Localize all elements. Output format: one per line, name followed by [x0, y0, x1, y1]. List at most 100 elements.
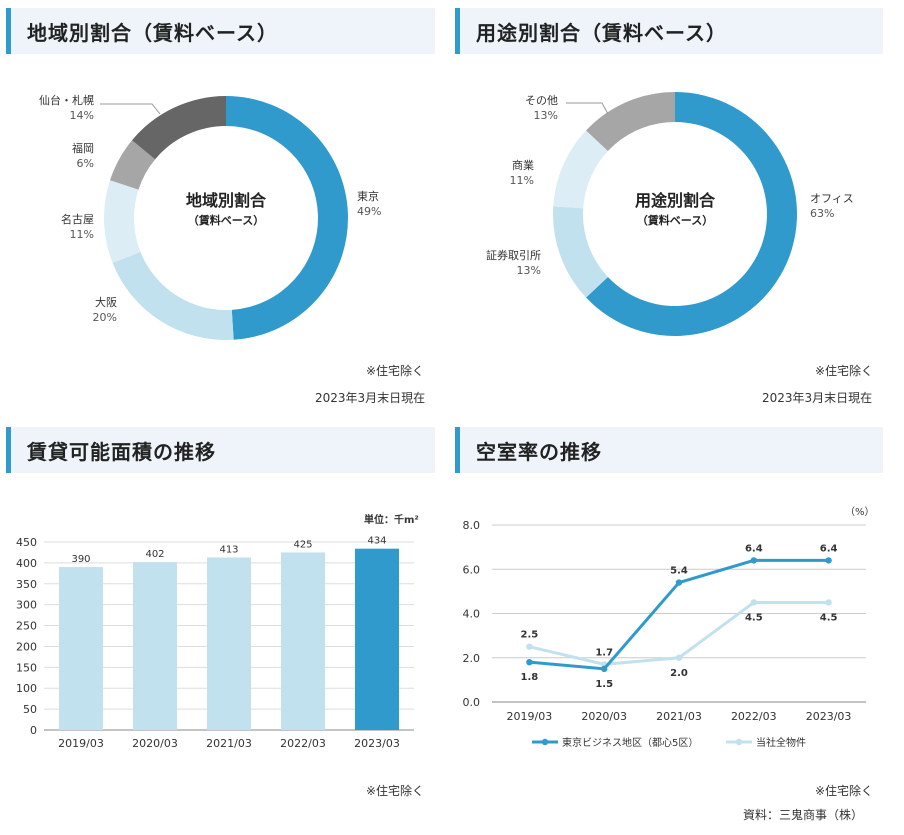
donut-slice-3	[109, 140, 156, 190]
donut-label-3: その他	[525, 94, 558, 107]
donut-slice-3	[586, 92, 675, 152]
donut-value-1: 13%	[517, 264, 541, 277]
line-label-0-1: 1.5	[595, 679, 613, 690]
bar-3	[281, 552, 325, 730]
use-note: ※住宅除く	[815, 364, 874, 378]
line-point-0-2	[675, 579, 683, 586]
legend-label-1: 当社全物件	[756, 736, 806, 749]
donut-label-1: 大阪	[95, 295, 117, 309]
line-label-1-3: 4.5	[745, 612, 763, 623]
donut-slice-1	[553, 206, 608, 298]
line-point-1-4	[825, 599, 832, 606]
vacancy-line-chart: 0.0 2.0 4.0 6.0 8.0 2019/03 2020/03 2021/03 2022…	[463, 519, 866, 749]
bar-ytick-0: 0	[30, 724, 37, 737]
vacancy-source: 資料：三鬼商事（株）	[743, 808, 864, 822]
donut-slice-0	[226, 96, 348, 340]
donut-label-2: 商業	[512, 158, 534, 172]
donut-slice-2	[553, 130, 608, 209]
bar-4	[355, 548, 399, 730]
area-panel-header: 賃貸可能面積の推移	[6, 427, 435, 473]
vacancy-panel-header: 空室率の推移	[455, 427, 883, 473]
bar-ytick-1: 50	[23, 703, 37, 716]
line-point-0-1	[601, 665, 608, 673]
donut-label-2: 名古屋	[61, 212, 94, 226]
line-label-1-4: 4.5	[820, 612, 838, 623]
line-label-1-0: 2.5	[521, 630, 539, 641]
area-unit: 単位：千m²	[364, 515, 419, 526]
bar-0	[59, 567, 103, 730]
donut-slice-2	[104, 180, 141, 263]
bar-ytick-2: 100	[16, 682, 37, 695]
line-xtick-1: 2020/03	[581, 710, 627, 723]
donut-label-4: 仙台・札幌	[39, 93, 94, 107]
line-ytick-1: 2.0	[463, 652, 481, 665]
donut-value-0: 63%	[810, 207, 834, 220]
region-center-sub: （賃料ベース）	[188, 213, 264, 227]
donut-label-0: オフィス	[810, 192, 854, 205]
donut-value-0: 49%	[357, 205, 381, 218]
bar-value-label-1: 402	[145, 549, 164, 560]
use-center-sub: （賃料ベース）	[637, 213, 713, 227]
bar-ytick-8: 400	[16, 557, 37, 570]
bar-1	[133, 562, 177, 730]
use-panel-title: 用途別割合（賃料ベース）	[476, 21, 727, 45]
line-series-0	[529, 558, 829, 671]
vacancy-panel-title: 空室率の推移	[476, 440, 602, 464]
line-label-0-3: 6.4	[745, 543, 763, 554]
bar-ytick-9: 450	[16, 536, 37, 549]
legend-label-0: 東京ビジネス地区（都心5区）	[562, 736, 698, 749]
region-date: 2023年3月末日現在	[315, 391, 426, 405]
region-note: ※住宅除く	[366, 364, 425, 378]
legend-marker-0	[541, 738, 549, 746]
bar-xtick-3: 2022/03	[280, 737, 326, 750]
bar-ytick-4: 200	[16, 640, 37, 653]
donut-slice-0	[586, 92, 797, 337]
line-xtick-2: 2021/03	[656, 710, 702, 723]
line-label-1-2: 2.0	[670, 668, 688, 679]
bar-xtick-4: 2023/03	[354, 737, 400, 750]
bar-ytick-5: 250	[16, 620, 37, 633]
area-bar-chart: 0 50 100 150 200 250 300 350 400 450 390 2019/03 402…	[16, 536, 414, 750]
use-panel-header: 用途別割合（賃料ベース）	[455, 8, 883, 54]
bar-ytick-6: 300	[16, 599, 37, 612]
line-point-0-0	[526, 658, 533, 666]
area-panel-title: 賃貸可能面積の推移	[27, 440, 216, 464]
line-xtick-4: 2023/03	[806, 710, 852, 723]
bar-2	[207, 557, 251, 730]
bar-ytick-3: 150	[16, 661, 37, 674]
donut-label-1: 証券取引所	[486, 248, 541, 262]
region-center-title: 地域別割合	[186, 191, 267, 210]
line-ytick-4: 8.0	[463, 519, 481, 532]
bar-value-label-2: 413	[219, 544, 238, 555]
donut-label-3: 福岡	[72, 141, 94, 155]
bar-xtick-0: 2019/03	[58, 737, 104, 750]
line-ytick-0: 0.0	[463, 696, 481, 709]
donut-value-4: 14%	[70, 109, 94, 122]
bar-xtick-2: 2021/03	[206, 737, 252, 750]
use-donut-chart: オフィス 63% 証券取引所 13% 商業 11% その他 13%	[486, 92, 854, 337]
line-point-1-3	[750, 599, 757, 606]
bar-value-label-3: 425	[293, 539, 312, 550]
line-point-1-0	[526, 643, 533, 650]
donut-label-0: 東京	[357, 189, 379, 203]
donut-leader-4	[100, 103, 161, 115]
donut-value-1: 20%	[93, 311, 117, 324]
bar-value-label-4: 434	[367, 536, 386, 547]
area-note: ※住宅除く	[366, 784, 425, 798]
legend-marker-1	[735, 738, 743, 746]
line-point-0-3	[750, 557, 757, 564]
region-panel-header: 地域別割合（賃料ベース）	[6, 8, 435, 54]
line-xtick-3: 2022/03	[731, 710, 777, 723]
donut-value-2: 11%	[510, 174, 534, 187]
use-date: 2023年3月末日現在	[762, 391, 873, 405]
line-xtick-0: 2019/03	[507, 710, 553, 723]
line-ytick-2: 4.0	[463, 608, 481, 621]
donut-value-3: 13%	[534, 109, 558, 122]
donut-value-2: 11%	[70, 228, 94, 241]
bar-value-label-0: 390	[71, 554, 90, 565]
donut-slice-4	[131, 96, 226, 160]
vacancy-unit: （%）	[845, 507, 875, 518]
line-point-0-4	[825, 557, 832, 564]
region-panel-title: 地域別割合（賃料ベース）	[27, 21, 278, 45]
